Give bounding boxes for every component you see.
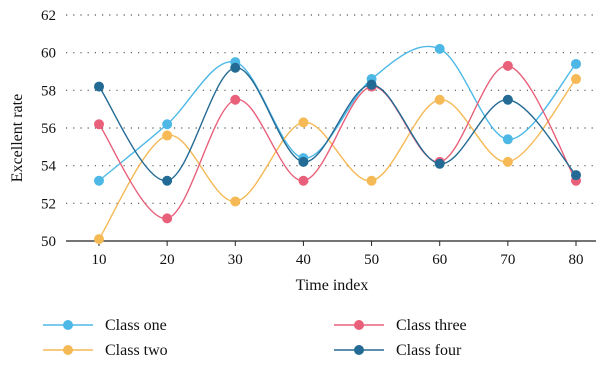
y-tick-label: 56 <box>41 121 57 137</box>
data-point-class-three <box>162 213 173 224</box>
series-group <box>94 43 581 245</box>
y-tick-label: 54 <box>41 159 57 175</box>
series-line-class-one <box>98 45 577 182</box>
data-point-class-one <box>94 175 104 186</box>
data-point-class-one <box>571 58 581 69</box>
data-point-class-three <box>298 175 309 186</box>
series-line-class-four <box>98 67 577 182</box>
data-point-class-two <box>434 94 445 105</box>
legend-label-class-three: Class three <box>396 317 467 334</box>
grid-lines <box>66 14 596 204</box>
data-point-class-two <box>162 130 173 141</box>
data-point-class-one <box>502 134 513 145</box>
data-point-class-two <box>571 74 581 85</box>
x-tick-label: 70 <box>500 252 515 268</box>
y-tick-label: 50 <box>41 234 56 250</box>
data-point-class-three <box>502 60 513 71</box>
x-tick-label: 50 <box>364 252 379 268</box>
legend-label-class-two: Class two <box>105 342 168 359</box>
data-point-class-four <box>162 175 173 186</box>
y-axis-label: Excellent rate <box>9 94 26 182</box>
x-axis-label: Time index <box>296 277 369 294</box>
x-tick-label: 80 <box>569 252 584 268</box>
y-tick-label: 62 <box>41 8 56 24</box>
axes: 50 52 54 56 58 60 62 10 20 30 40 50 60 70 80 <box>41 8 596 268</box>
data-point-class-three <box>94 119 104 130</box>
data-point-class-one <box>162 119 173 130</box>
data-point-class-four <box>434 158 445 169</box>
legend-marker-class-two <box>63 345 73 355</box>
x-tick-label: 20 <box>160 252 175 268</box>
x-tick-label: 40 <box>296 252 311 268</box>
series-line-class-three <box>98 65 577 220</box>
data-point-class-two <box>298 117 309 128</box>
data-point-class-two <box>94 234 104 245</box>
data-point-class-four <box>502 94 513 105</box>
data-point-class-two <box>366 175 377 186</box>
x-tick-label: 10 <box>92 252 107 268</box>
data-point-class-one <box>434 43 445 54</box>
y-tick-label: 52 <box>41 196 56 212</box>
data-point-class-four <box>230 62 241 73</box>
y-tick-label: 58 <box>41 83 56 99</box>
legend: Class one Class two Class three Class four <box>43 317 467 359</box>
y-tick-label: 60 <box>41 46 56 62</box>
x-tick-label: 30 <box>228 252 243 268</box>
data-point-class-four <box>366 79 377 90</box>
data-point-class-four <box>571 170 581 181</box>
x-tick-label: 60 <box>432 252 447 268</box>
legend-marker-class-four <box>354 345 364 355</box>
legend-marker-class-one <box>63 320 73 330</box>
data-point-class-two <box>230 196 241 207</box>
legend-marker-class-three <box>354 320 364 330</box>
data-point-class-four <box>298 156 309 167</box>
data-point-class-four <box>94 81 104 92</box>
data-point-class-two <box>502 156 513 167</box>
data-point-class-three <box>230 94 241 105</box>
legend-label-class-one: Class one <box>105 317 167 334</box>
legend-label-class-four: Class four <box>396 342 462 359</box>
